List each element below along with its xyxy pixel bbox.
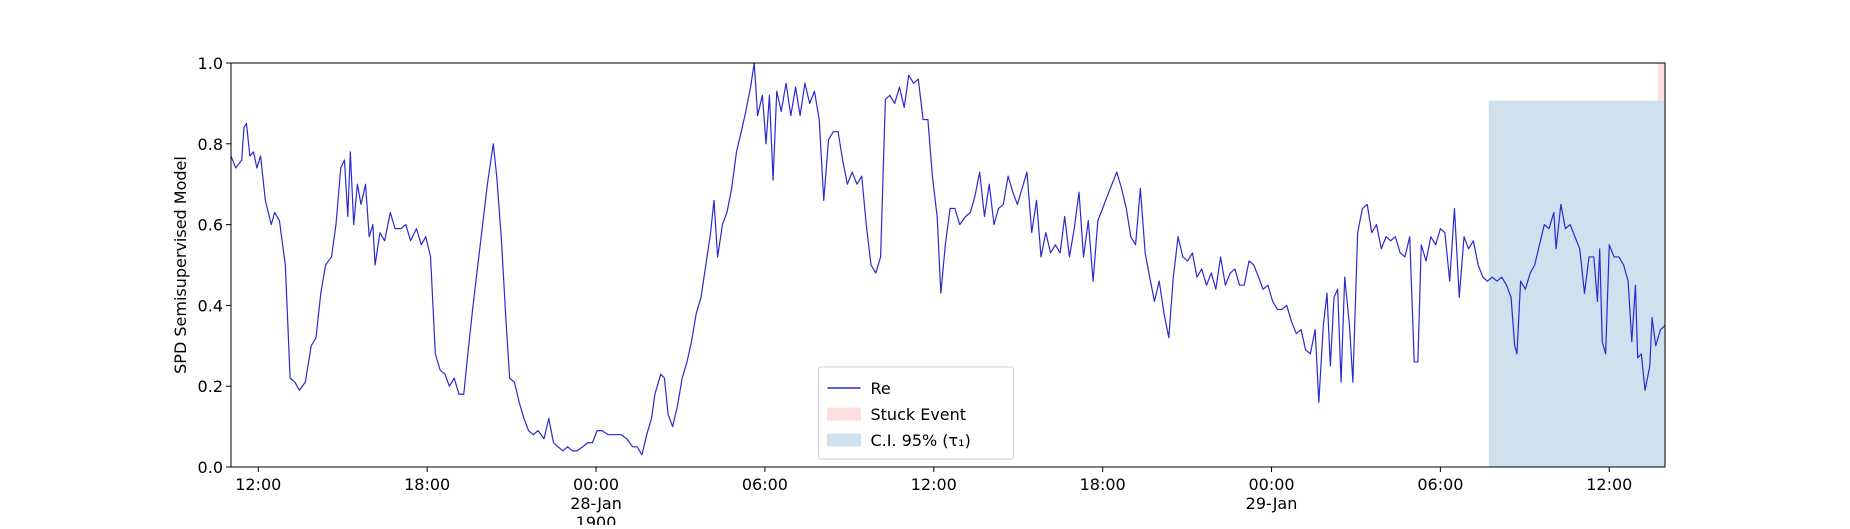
x-tick-label: 12:00 (235, 475, 281, 494)
x-tick-label: 12:00 (1586, 475, 1632, 494)
legend-label: C.I. 95% (τ₁) (871, 431, 971, 450)
y-tick-label: 0.2 (198, 377, 223, 396)
x-tick-label-line: 00:00 (573, 475, 619, 494)
y-tick-label: 0.4 (198, 296, 223, 315)
y-tick-label: 1.0 (198, 54, 223, 73)
x-tick-label: 18:00 (1080, 475, 1126, 494)
legend-frame (818, 366, 1014, 460)
x-tick-label: 00:00 29-Jan (1246, 475, 1298, 513)
line-series (230, 62, 1666, 456)
x-tick-label-line: 12:00 (911, 475, 957, 494)
y-tick-label: 0.8 (198, 135, 223, 154)
x-tick-label-line: 12:00 (235, 475, 281, 494)
legend-swatch (827, 433, 861, 447)
plot-frame (230, 62, 1666, 468)
legend: Re Stuck Event C.I. 95% (τ₁) (818, 366, 1014, 460)
x-tick-label-line: 29-Jan (1246, 494, 1298, 513)
x-tick-label-line: 06:00 (742, 475, 788, 494)
legend-label: Re (871, 379, 891, 398)
y-tick-label: 0.6 (198, 216, 223, 235)
x-tick-label-line: 12:00 (1586, 475, 1632, 494)
x-tick-label-line: 18:00 (404, 475, 450, 494)
x-tick-label: 06:00 (1417, 475, 1463, 494)
x-tick-label: 12:00 (911, 475, 957, 494)
x-tick-label-line: 18:00 (1080, 475, 1126, 494)
x-tick-label-line: 28-Jan (570, 494, 622, 513)
y-axis-label: SPD Semisupervised Model (171, 156, 190, 374)
x-tick-label: 06:00 (742, 475, 788, 494)
x-tick-label-line: 00:00 (1248, 475, 1294, 494)
legend-swatch (827, 407, 861, 421)
x-tick-label: 18:00 (404, 475, 450, 494)
legend-label: Stuck Event (871, 405, 967, 424)
x-tick-label-line: 1900 (576, 513, 617, 525)
x-tick-label: 00:00 28-Jan 1900 (570, 475, 622, 525)
x-tick-label-line: 06:00 (1417, 475, 1463, 494)
y-tick-label: 0.0 (198, 458, 223, 477)
span (1488, 100, 1665, 468)
